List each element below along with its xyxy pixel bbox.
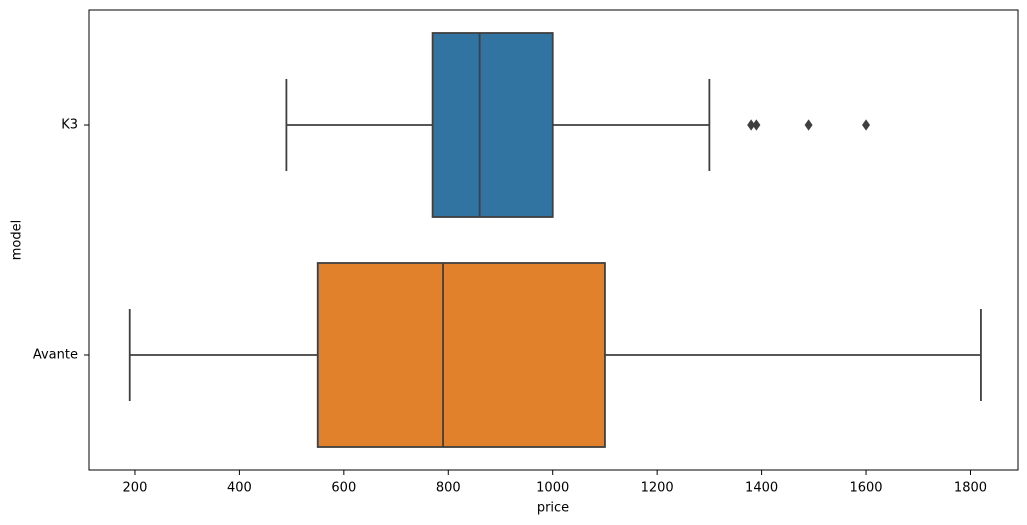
box bbox=[431, 32, 554, 218]
x-tick-label: 1000 bbox=[536, 481, 569, 496]
x-tick-label: 200 bbox=[123, 481, 148, 496]
x-axis-label: price bbox=[537, 501, 569, 516]
outlier bbox=[747, 119, 756, 131]
x-tick-label: 600 bbox=[331, 481, 356, 496]
y-tick-label: Avante bbox=[33, 348, 78, 363]
outlier bbox=[752, 119, 761, 131]
box bbox=[316, 262, 606, 448]
x-tick-label: 1800 bbox=[954, 481, 987, 496]
x-tick-label: 800 bbox=[436, 481, 461, 496]
outlier bbox=[862, 119, 871, 131]
outlier bbox=[804, 119, 813, 131]
plot-frame bbox=[88, 9, 1019, 471]
x-tick-label: 1600 bbox=[849, 481, 882, 496]
y-tick-label: K3 bbox=[61, 118, 78, 133]
x-tick-label: 400 bbox=[227, 481, 252, 496]
y-axis-label: model bbox=[10, 220, 25, 260]
x-tick-label: 1200 bbox=[641, 481, 674, 496]
x-tick-label: 1400 bbox=[745, 481, 778, 496]
